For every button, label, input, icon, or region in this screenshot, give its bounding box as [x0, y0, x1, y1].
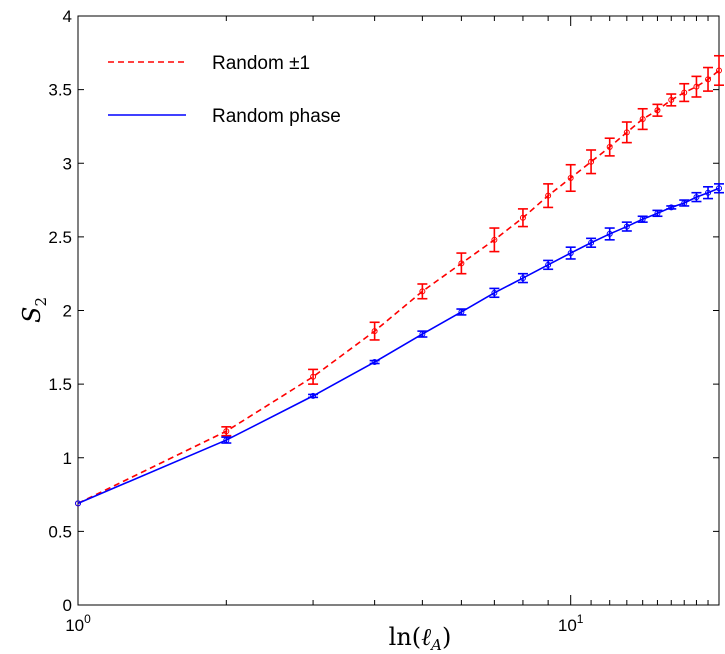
data-point	[458, 260, 465, 267]
data-point	[371, 359, 378, 366]
x-tick-label-exponent: 0	[84, 612, 91, 626]
data-point	[588, 158, 595, 165]
data-point	[545, 261, 552, 268]
y-tick-label: 2	[63, 302, 72, 321]
data-point	[623, 223, 630, 230]
data-point	[716, 185, 722, 192]
data-point	[588, 239, 595, 246]
y-axis-title: S2	[18, 297, 50, 323]
data-point	[75, 500, 81, 507]
data-point	[693, 83, 700, 90]
data-point	[668, 96, 675, 103]
plot-layer	[75, 54, 724, 507]
data-point	[693, 194, 700, 201]
legend: Random ±1 Random phase	[108, 53, 341, 127]
data-point	[705, 189, 712, 196]
legend-label-random-phase: Random phase	[212, 106, 341, 127]
data-point	[491, 236, 498, 243]
data-point	[681, 89, 688, 96]
y-tick-label: 2.5	[48, 228, 72, 247]
y-tick-label: 3.5	[48, 81, 72, 100]
data-point	[491, 289, 498, 296]
data-point	[654, 210, 661, 217]
data-point	[606, 144, 613, 151]
y-tick-label: 0.5	[48, 522, 72, 541]
data-point	[223, 437, 230, 444]
data-point	[606, 230, 613, 237]
x-tick-label: 101	[558, 612, 584, 635]
y-tick-label: 0	[63, 596, 72, 615]
data-point	[545, 192, 552, 199]
y-tick-label: 1.5	[48, 375, 72, 394]
legend-label-random-pm1: Random ±1	[212, 53, 310, 74]
data-point	[419, 331, 426, 338]
data-point	[310, 373, 317, 380]
x-tick-label-exponent: 1	[577, 612, 584, 626]
data-point	[654, 107, 661, 114]
x-axis-title: ln(ℓA)	[389, 623, 452, 654]
x-tick-label-base: 10	[558, 616, 577, 635]
y-tick-label: 1	[63, 449, 72, 468]
series-random-phase	[75, 183, 724, 507]
data-point	[716, 67, 722, 74]
data-point	[623, 129, 630, 136]
data-point	[705, 76, 712, 83]
data-point	[639, 216, 646, 223]
data-point	[681, 200, 688, 207]
data-point	[519, 214, 526, 221]
data-point	[668, 204, 675, 211]
y-tick-label: 4	[63, 7, 72, 26]
data-point	[419, 288, 426, 295]
data-point	[639, 116, 646, 123]
x-tick-label: 100	[65, 612, 91, 635]
data-point	[567, 250, 574, 257]
data-point	[371, 328, 378, 335]
data-point	[567, 174, 574, 181]
data-point	[223, 428, 230, 435]
x-tick-label-base: 10	[65, 616, 84, 635]
data-point	[458, 308, 465, 315]
data-point	[519, 275, 526, 282]
y-tick-label: 3	[63, 154, 72, 173]
data-point	[310, 392, 317, 399]
series-random-pm1	[75, 54, 724, 507]
